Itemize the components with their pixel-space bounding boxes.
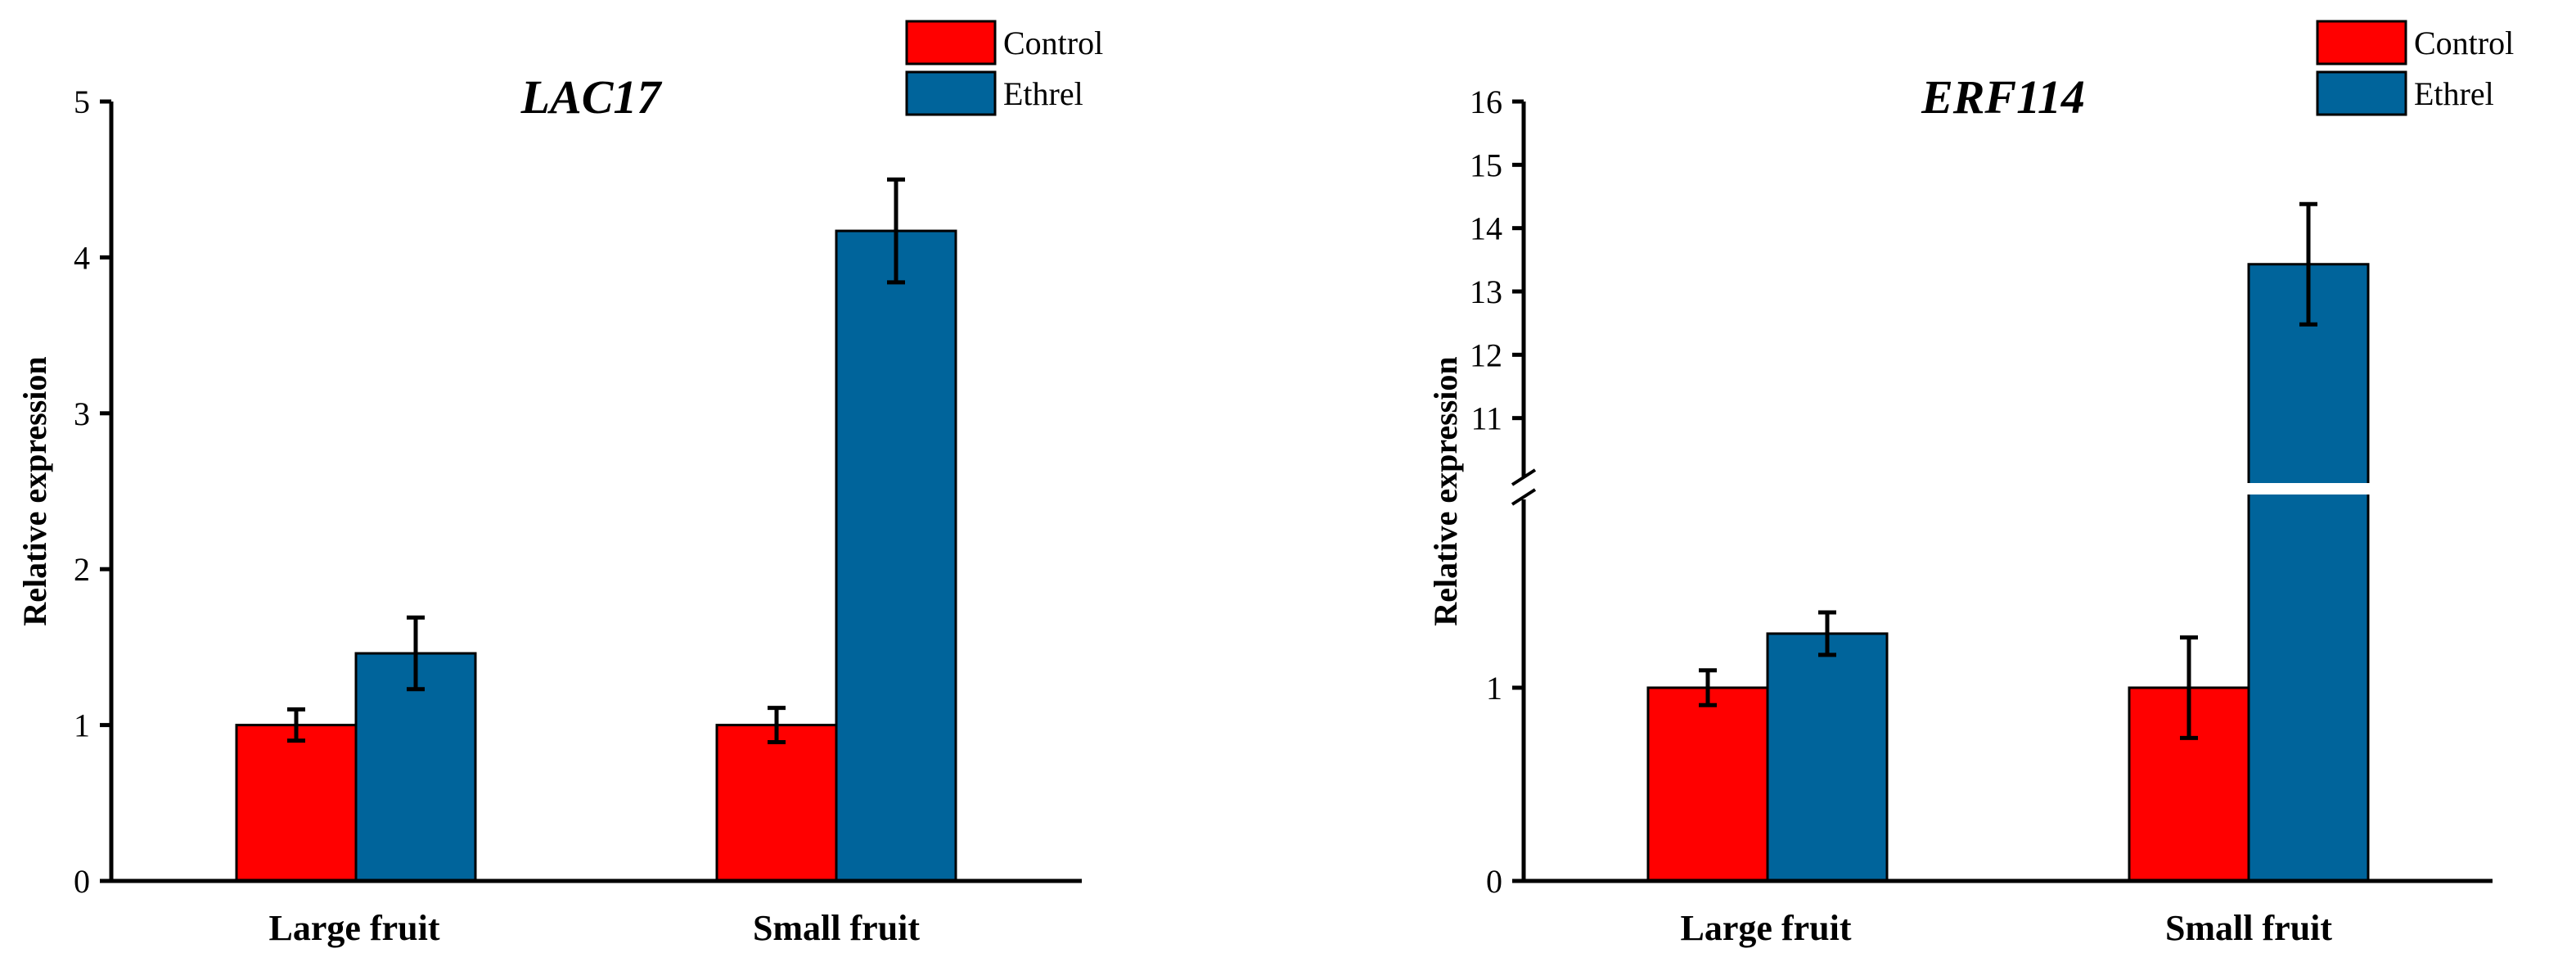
x-tick-label: Large fruit [269, 908, 440, 948]
bar-ethrel-small-fruit [835, 229, 957, 883]
chart-erf114: ERF114 Relative expression 0111121314151… [1427, 20, 2514, 948]
error-bar [887, 177, 905, 285]
y-tick-label: 0 [74, 863, 90, 900]
error-bar [2299, 201, 2317, 327]
error-bar [407, 615, 425, 692]
x-tick-label: Small fruit [2165, 908, 2332, 948]
bar-control-large-fruit [1646, 686, 1769, 883]
chart-title: ERF114 [1921, 70, 2085, 124]
y-tick-label: 12 [1470, 336, 1502, 373]
chart-title: LAC17 [520, 70, 663, 124]
x-tick-label: Small fruit [753, 908, 920, 948]
y-tick-label: 13 [1470, 273, 1502, 310]
error-bar [768, 706, 786, 745]
bar-ethrel-small-fruit [2247, 263, 2370, 883]
y-tick-label: 5 [74, 84, 90, 120]
x-tick-label: Large fruit [1681, 908, 1852, 948]
bar-ethrel-large-fruit [1766, 632, 1889, 883]
legend-swatch-control [905, 20, 997, 65]
legend-label-control: Control [1003, 25, 1103, 61]
error-bar [1699, 668, 1717, 707]
error-bar [1818, 610, 1836, 657]
bar-control-small-fruit [715, 724, 838, 883]
y-tick-label: 11 [1470, 400, 1502, 437]
y-tick-label: 0 [1486, 863, 1502, 900]
y-tick-label: 14 [1470, 210, 1502, 247]
y-tick-label: 1 [74, 707, 90, 744]
bar-break-gap [2247, 483, 2371, 495]
legend-label-ethrel: Ethrel [2414, 75, 2494, 112]
legend-swatch-ethrel [905, 70, 997, 116]
y-tick-label: 4 [74, 239, 90, 276]
error-bar [287, 707, 305, 743]
y-tick-label: 16 [1470, 84, 1502, 120]
legend-label-control: Control [2414, 25, 2514, 61]
y-tick-label: 1 [1486, 670, 1502, 707]
error-bar [2180, 635, 2198, 740]
legend-swatch-control [2316, 20, 2407, 65]
bar-ethrel-large-fruit [354, 652, 477, 883]
y-axis-label: Relative expression [16, 356, 53, 625]
legend-label-ethrel: Ethrel [1003, 75, 1083, 112]
y-axis-label: Relative expression [1427, 356, 1464, 625]
y-tick-label: 2 [74, 551, 90, 588]
y-tick-label: 15 [1470, 147, 1502, 183]
y-tick-label: 3 [74, 395, 90, 432]
chart-lac17: LAC17 Relative expression 0 1 2 3 4 5 Large f… [16, 20, 1103, 948]
legend-swatch-ethrel [2316, 70, 2407, 116]
axis-break-mark [1511, 468, 1537, 506]
bar-control-large-fruit [235, 724, 358, 883]
